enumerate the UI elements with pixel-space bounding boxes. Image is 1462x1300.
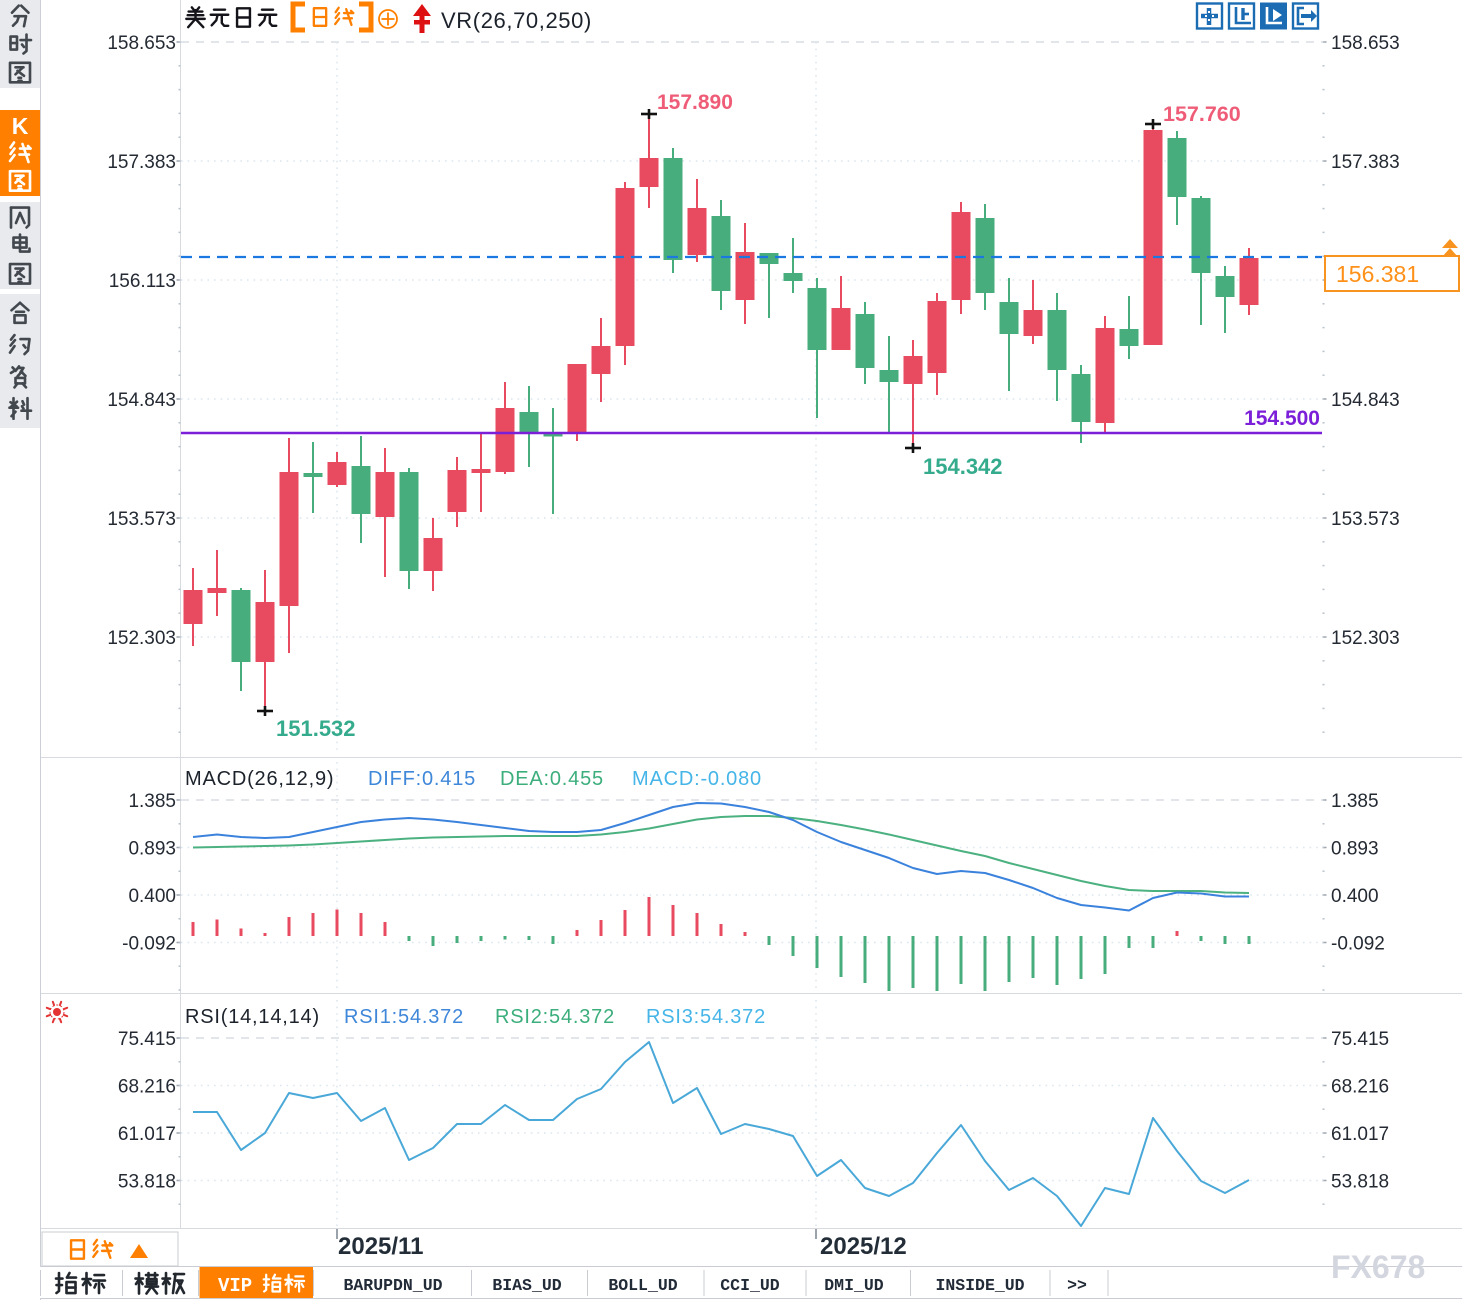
svg-text:1.385: 1.385 bbox=[1331, 791, 1379, 812]
svg-text:-0.092: -0.092 bbox=[122, 934, 176, 955]
svg-text:1.385: 1.385 bbox=[128, 791, 176, 812]
svg-text:53.818: 53.818 bbox=[118, 1172, 176, 1193]
svg-text:DEA:0.455: DEA:0.455 bbox=[500, 768, 604, 790]
svg-text:BIAS_UD: BIAS_UD bbox=[492, 1276, 561, 1295]
svg-text:156.381: 156.381 bbox=[1336, 261, 1419, 287]
svg-text:75.415: 75.415 bbox=[1331, 1029, 1389, 1050]
svg-text:0.893: 0.893 bbox=[1331, 839, 1379, 860]
svg-text:157.890: 157.890 bbox=[657, 91, 733, 114]
svg-text:151.532: 151.532 bbox=[276, 716, 356, 741]
svg-text:158.653: 158.653 bbox=[107, 33, 176, 54]
svg-text:0.893: 0.893 bbox=[128, 839, 176, 860]
svg-text:154.843: 154.843 bbox=[107, 390, 176, 411]
svg-text:BARUPDN_UD: BARUPDN_UD bbox=[343, 1276, 442, 1295]
svg-text:-0.092: -0.092 bbox=[1331, 934, 1385, 955]
svg-text:158.653: 158.653 bbox=[1331, 33, 1400, 54]
svg-text:RSI2:54.372: RSI2:54.372 bbox=[495, 1006, 615, 1028]
svg-text:157.383: 157.383 bbox=[107, 152, 176, 173]
svg-text:MACD:-0.080: MACD:-0.080 bbox=[632, 768, 762, 790]
svg-text:0.400: 0.400 bbox=[128, 886, 176, 907]
svg-text:61.017: 61.017 bbox=[118, 1124, 176, 1145]
svg-text:53.818: 53.818 bbox=[1331, 1172, 1389, 1193]
svg-text:61.017: 61.017 bbox=[1331, 1124, 1389, 1145]
svg-text:2025/12: 2025/12 bbox=[820, 1233, 907, 1260]
svg-text:VIP: VIP bbox=[218, 1275, 252, 1297]
svg-text:157.760: 157.760 bbox=[1163, 102, 1241, 126]
svg-text:2025/11: 2025/11 bbox=[338, 1233, 423, 1260]
svg-text:RSI(14,14,14): RSI(14,14,14) bbox=[185, 1006, 320, 1028]
svg-text:RSI3:54.372: RSI3:54.372 bbox=[646, 1006, 766, 1028]
svg-text:0.400: 0.400 bbox=[1331, 886, 1379, 907]
svg-text:153.573: 153.573 bbox=[1331, 509, 1400, 530]
svg-text:152.303: 152.303 bbox=[1331, 628, 1400, 649]
svg-text:FX678: FX678 bbox=[1331, 1249, 1425, 1285]
svg-text:INSIDE_UD: INSIDE_UD bbox=[935, 1276, 1024, 1295]
svg-text:154.342: 154.342 bbox=[923, 454, 1003, 479]
svg-text:RSI1:54.372: RSI1:54.372 bbox=[344, 1006, 464, 1028]
svg-text:MACD(26,12,9): MACD(26,12,9) bbox=[185, 768, 334, 790]
svg-text:68.216: 68.216 bbox=[118, 1077, 176, 1098]
svg-text:154.500: 154.500 bbox=[1244, 407, 1320, 430]
svg-text:DIFF:0.415: DIFF:0.415 bbox=[368, 768, 476, 790]
svg-text:75.415: 75.415 bbox=[118, 1029, 176, 1050]
svg-text:157.383: 157.383 bbox=[1331, 152, 1400, 173]
svg-text:VR(26,70,250): VR(26,70,250) bbox=[441, 8, 592, 33]
svg-text:CCI_UD: CCI_UD bbox=[720, 1276, 780, 1295]
svg-text:68.216: 68.216 bbox=[1331, 1077, 1389, 1098]
svg-text:DMI_UD: DMI_UD bbox=[824, 1276, 884, 1295]
svg-text:K: K bbox=[12, 113, 29, 139]
svg-text:BOLL_UD: BOLL_UD bbox=[608, 1276, 677, 1295]
svg-text:>>: >> bbox=[1067, 1276, 1087, 1295]
svg-text:154.843: 154.843 bbox=[1331, 390, 1400, 411]
svg-text:153.573: 153.573 bbox=[107, 509, 176, 530]
svg-text:156.113: 156.113 bbox=[109, 271, 176, 292]
svg-text:152.303: 152.303 bbox=[107, 628, 176, 649]
